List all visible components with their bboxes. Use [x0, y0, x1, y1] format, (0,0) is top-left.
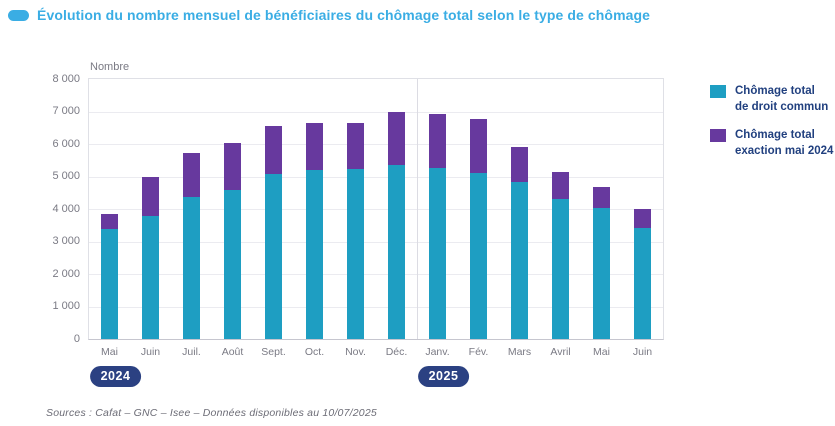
figure-header: Évolution du nombre mensuel de bénéficia…: [8, 7, 650, 23]
year-badge-2024: 2024: [89, 366, 142, 387]
bar-segment-exaction-juin-13: [634, 208, 651, 228]
y-tick-label: 4 000: [52, 202, 80, 215]
y-axis-title: Nombre: [90, 61, 130, 73]
gridline: [89, 241, 663, 243]
title-bullet-icon: [8, 9, 29, 21]
bar-segment-droit-commun-mai-12: [593, 208, 610, 339]
plot-area: [88, 78, 664, 340]
y-tick-label: 1 000: [52, 300, 80, 312]
bar-segment-exaction-mai-0: [101, 213, 118, 229]
figure-title: Évolution du nombre mensuel de bénéficia…: [37, 7, 651, 23]
bar-segment-droit-commun-oct-5: [306, 170, 323, 339]
x-tick-label-7: Déc.: [385, 346, 408, 358]
bar-segment-exaction-juil-2: [183, 152, 200, 197]
legend: Chômage total de droit commun Chômage to…: [710, 84, 833, 172]
legend-swatch-droit-commun-icon: [710, 85, 726, 98]
bar-segment-exaction-mai-12: [593, 187, 610, 209]
gridline: [89, 111, 663, 113]
gridline: [89, 274, 663, 275]
y-tick-label: 3 000: [52, 235, 80, 247]
bar-segment-droit-commun-nov-6: [347, 169, 364, 339]
x-tick-label-2: Juil.: [182, 346, 201, 358]
x-tick-label-1: Juin: [140, 346, 161, 358]
bar-segment-droit-commun-janv-8: [429, 168, 446, 339]
legend-label-line1: Chômage total: [735, 129, 815, 142]
bar-segment-droit-commun-juin-13: [634, 227, 651, 339]
legend-label-line1: Chômage total: [735, 85, 815, 97]
year-separator: [416, 79, 418, 339]
bar-segment-exaction-fév-9: [470, 119, 487, 173]
y-tick-label: 7 000: [52, 105, 80, 117]
x-tick-label-13: Juin: [632, 346, 653, 358]
gridline: [89, 306, 663, 308]
x-tick-label-3: Août: [221, 346, 244, 358]
bar-segment-droit-commun-mai-0: [101, 228, 118, 339]
bar-segment-droit-commun-sept-4: [265, 173, 282, 339]
y-tick-label: 2 000: [52, 267, 80, 280]
bar-segment-droit-commun-juin-1: [142, 215, 159, 339]
bar-segment-exaction-mars-10: [511, 147, 528, 182]
year-badge-2025: 2025: [417, 366, 470, 387]
bar-segment-droit-commun-fév-9: [470, 172, 487, 339]
x-tick-label-11: Avril: [550, 346, 571, 358]
legend-label-line2: de droit commun: [735, 100, 829, 113]
bar-segment-exaction-janv-8: [429, 113, 446, 169]
y-tick-label: 8 000: [52, 72, 80, 85]
bar-segment-exaction-oct-5: [306, 122, 323, 170]
bar-segment-exaction-juin-1: [142, 176, 159, 216]
gridline: [89, 209, 663, 210]
x-tick-label-10: Mars: [507, 346, 532, 358]
x-tick-label-9: Fév.: [468, 346, 489, 358]
y-tick-label: 5 000: [52, 170, 80, 182]
bar-segment-exaction-août-3: [224, 143, 241, 190]
legend-item-exaction: Chômage total exaction mai 2024: [710, 128, 833, 159]
x-tick-label-6: Nov.: [345, 346, 366, 358]
bar-segment-droit-commun-avril-11: [552, 198, 569, 339]
bar-segment-exaction-sept-4: [265, 126, 282, 174]
legend-label-droit-commun: Chômage total de droit commun: [735, 84, 828, 115]
x-tick-label-12: Mai: [593, 346, 610, 358]
x-tick-label-4: Sept.: [261, 346, 286, 358]
legend-label-exaction: Chômage total exaction mai 2024: [735, 128, 833, 159]
gridline: [89, 144, 663, 145]
y-tick-label: 6 000: [52, 137, 80, 150]
legend-item-droit-commun: Chômage total de droit commun: [710, 84, 833, 115]
bar-segment-droit-commun-mars-10: [511, 181, 528, 339]
y-tick-label: 0: [73, 332, 80, 345]
legend-label-line2: exaction mai 2024: [735, 144, 834, 157]
legend-swatch-exaction-icon: [710, 129, 726, 143]
bar-segment-droit-commun-août-3: [224, 189, 241, 339]
bar-segment-exaction-avril-11: [552, 171, 569, 199]
x-tick-label-8: Janv.: [425, 346, 450, 358]
bar-segment-exaction-déc-7: [388, 111, 405, 166]
x-tick-label-0: Mai: [101, 346, 118, 358]
source-note: Sources : Cafat – GNC – Isee – Données d…: [46, 407, 377, 419]
bar-segment-exaction-nov-6: [347, 122, 364, 170]
x-tick-label-5: Oct.: [304, 346, 325, 358]
bar-segment-droit-commun-déc-7: [388, 165, 405, 339]
gridline: [89, 176, 663, 178]
bar-segment-droit-commun-juil-2: [183, 196, 200, 339]
